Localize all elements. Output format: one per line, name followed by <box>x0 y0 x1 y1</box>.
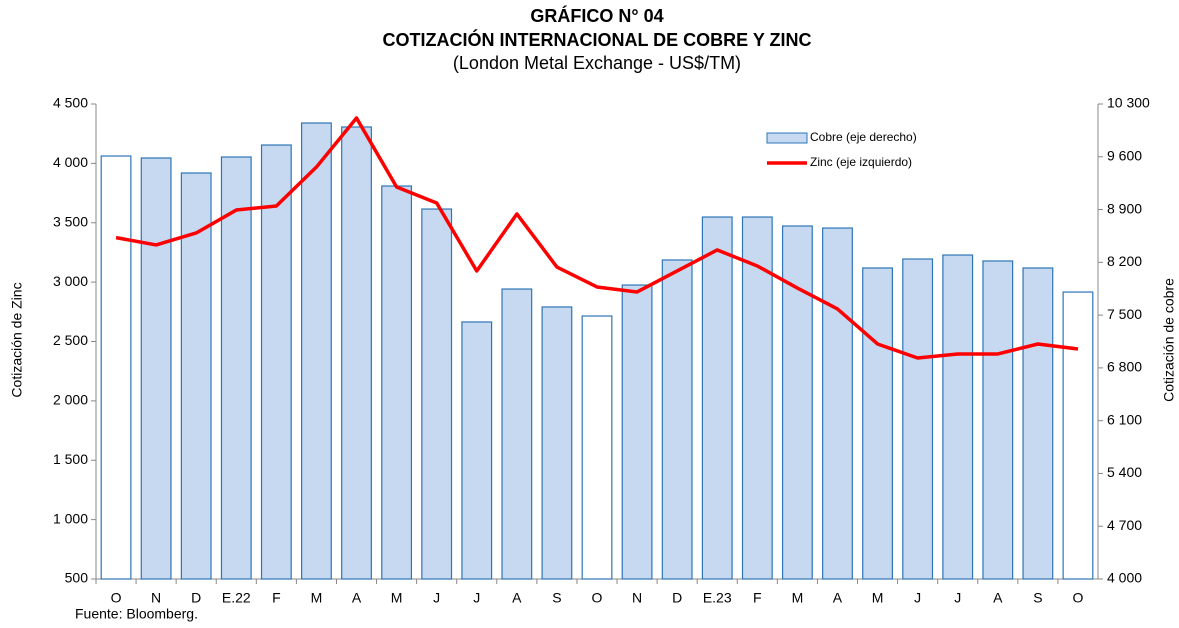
bar <box>421 208 453 580</box>
x-tick-label: A <box>993 590 1003 606</box>
x-tick-label: D <box>672 590 682 606</box>
y-axis-label: Cotización de Zinc <box>9 282 25 397</box>
x-tick-label: J <box>954 590 961 606</box>
bar <box>301 122 332 580</box>
y2-tick-label: 8 200 <box>1107 253 1142 269</box>
legend-label: Cobre (eje derecho) <box>810 130 917 144</box>
x-tick-label: O <box>111 590 122 606</box>
bar <box>260 144 292 580</box>
bar <box>661 259 693 580</box>
bar <box>862 267 893 580</box>
legend-label: Zinc (eje izquierdo) <box>810 155 912 169</box>
bar <box>902 258 934 580</box>
y-tick-label: 2 000 <box>53 392 88 408</box>
y-tick-label: 3 000 <box>53 273 88 289</box>
x-tick-label: M <box>391 590 403 606</box>
x-tick-label: M <box>872 590 884 606</box>
y-tick-label: 1 000 <box>53 510 88 526</box>
x-tick-label: N <box>151 590 161 606</box>
chart-title: GRÁFICO N° 04 <box>530 5 663 26</box>
bar <box>461 321 493 580</box>
y2-tick-label: 8 900 <box>1107 200 1142 216</box>
y2-axis-label: Cotización de cobre <box>1161 278 1177 402</box>
bar <box>942 254 974 580</box>
x-tick-label: M <box>792 590 804 606</box>
chart-subtitle: COTIZACIÓN INTERNACIONAL DE COBRE Y ZINC <box>382 29 811 50</box>
y-tick-label: 1 500 <box>53 451 88 467</box>
bar <box>621 284 653 580</box>
x-tick-label: F <box>753 590 762 606</box>
y-tick-label: 2 500 <box>53 332 88 348</box>
y2-tick-label: 4 000 <box>1107 570 1142 586</box>
chart-subtitle2: (London Metal Exchange - US$/TM) <box>453 53 741 73</box>
x-tick-label: A <box>512 590 522 606</box>
source: Fuente: Bloomberg. <box>75 606 198 622</box>
y2-tick-label: 6 800 <box>1107 359 1142 375</box>
bar <box>741 216 773 580</box>
line <box>115 116 1079 360</box>
y-tick-label: 500 <box>65 570 89 586</box>
y-tick-label: 3 500 <box>53 213 88 229</box>
bar <box>100 155 132 580</box>
bar <box>381 185 413 580</box>
y2-tick-label: 6 100 <box>1107 411 1142 427</box>
x-tick-label: O <box>1073 590 1084 606</box>
y2-tick-label: 7 500 <box>1107 306 1142 322</box>
x-tick-label: A <box>352 590 362 606</box>
bar <box>541 306 573 580</box>
x-tick-label: A <box>833 590 843 606</box>
x-tick-label: M <box>311 590 323 606</box>
bar <box>180 172 212 580</box>
x-tick-label: O <box>592 590 603 606</box>
legend-swatch <box>766 132 808 144</box>
y-tick-label: 4 000 <box>53 154 88 170</box>
y2-tick-label: 10 300 <box>1107 95 1150 111</box>
bar <box>140 157 172 580</box>
x-tick-label: J <box>473 590 480 606</box>
bar <box>341 126 372 580</box>
y2-tick-label: 4 700 <box>1107 517 1142 533</box>
bar <box>581 315 613 580</box>
x-tick-label: S <box>1033 590 1042 606</box>
y2-tick-label: 9 600 <box>1107 147 1142 163</box>
bar <box>822 227 853 580</box>
x-tick-label: J <box>433 590 440 606</box>
bar <box>1062 291 1094 580</box>
x-tick-label: J <box>914 590 921 606</box>
bar <box>220 156 252 580</box>
x-tick-label: N <box>632 590 642 606</box>
y-tick-label: 4 500 <box>53 95 88 111</box>
bar <box>982 260 1014 580</box>
bar <box>701 216 733 580</box>
y2-tick-label: 5 400 <box>1107 464 1142 480</box>
x-tick-label: F <box>272 590 281 606</box>
x-tick-label: E.22 <box>222 590 251 606</box>
bar <box>781 225 813 580</box>
bar <box>501 288 533 580</box>
x-tick-label: E.23 <box>703 590 732 606</box>
x-tick-label: D <box>191 590 201 606</box>
x-tick-label: S <box>552 590 561 606</box>
bar <box>1022 267 1054 580</box>
